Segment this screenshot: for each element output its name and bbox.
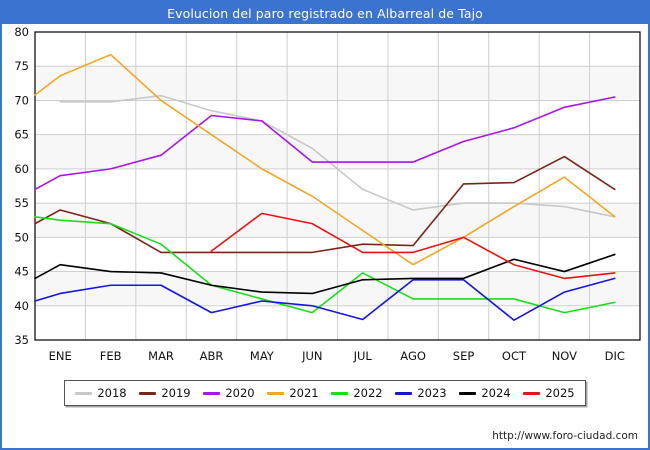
x-axis-tick-label: FEB	[100, 349, 122, 363]
legend-item-2020[interactable]: 2020	[203, 386, 255, 400]
x-axis-tick-label: DIC	[605, 349, 625, 363]
series-line-2024	[34, 253, 616, 295]
y-axis-tick-labels: 35 40 45 50 55 60 65 70 75 80	[14, 25, 29, 347]
legend-swatch-icon	[459, 391, 477, 395]
legend-item-2023[interactable]: 2023	[395, 386, 447, 400]
legend-swatch-icon	[523, 391, 541, 395]
page-title: Evolucion del paro registrado en Albarre…	[167, 5, 483, 21]
line-chart-svg: 35 40 45 50 55 60 65 70 75 80 ENE FEB MAR ABR MAY JUN J…	[14, 25, 641, 363]
y-axis-tick-label: 40	[14, 299, 29, 313]
x-axis-tick-label: MAR	[148, 349, 174, 363]
legend-item-2018[interactable]: 2018	[75, 386, 127, 400]
series-line-2025	[210, 212, 616, 280]
legend-item-2022[interactable]: 2022	[331, 386, 383, 400]
series-line-2021	[34, 53, 616, 266]
legend-swatch-icon	[139, 391, 157, 395]
legend-swatch-icon	[267, 391, 285, 395]
legend-item-2019[interactable]: 2019	[139, 386, 191, 400]
series-line-2020	[34, 96, 616, 191]
x-axis-tick-label: NOV	[552, 349, 577, 363]
y-axis-tick-label: 45	[14, 265, 29, 279]
x-axis-tick-label: AGO	[400, 349, 426, 363]
legend-item-label: 2024	[481, 386, 511, 400]
x-axis-tick-label: ABR	[200, 349, 224, 363]
window-title-bar: Evolucion del paro registrado en Albarre…	[2, 2, 648, 24]
legend-swatch-icon	[395, 391, 413, 395]
x-axis-tick-label: OCT	[502, 349, 527, 363]
chart-plot-area: 35 40 45 50 55 60 65 70 75 80 ENE FEB MAR ABR MAY JUN J…	[2, 24, 648, 448]
legend-item-label: 2022	[353, 386, 383, 400]
legend-item-label: 2021	[289, 386, 319, 400]
chart-series-lines	[34, 53, 616, 321]
legend-item-2021[interactable]: 2021	[267, 386, 319, 400]
legend-item-label: 2023	[417, 386, 447, 400]
series-line-2022	[34, 216, 616, 314]
y-axis-tick-label: 60	[14, 162, 29, 176]
x-axis-tick-labels: ENE FEB MAR ABR MAY JUN JUL AGO SEP OCT NOV DIC	[49, 349, 625, 363]
x-axis-tick-label: SEP	[453, 349, 475, 363]
legend-item-2025[interactable]: 2025	[523, 386, 575, 400]
series-line-2023	[34, 277, 616, 321]
legend-item-label: 2025	[545, 386, 575, 400]
y-axis-tick-label: 70	[14, 93, 29, 107]
x-axis-tick-label: MAY	[250, 349, 275, 363]
legend-swatch-icon	[75, 391, 93, 395]
legend-item-label: 2020	[225, 386, 255, 400]
legend-item-label: 2019	[161, 386, 191, 400]
legend-swatch-icon	[331, 391, 349, 395]
legend-item-2024[interactable]: 2024	[459, 386, 511, 400]
y-axis-tick-label: 50	[14, 230, 29, 244]
plot-frame	[34, 31, 641, 341]
legend-item-label: 2018	[97, 386, 127, 400]
y-axis-tick-label: 80	[14, 25, 29, 39]
x-axis-tick-label: JUN	[301, 349, 322, 363]
x-axis-tick-label: JUL	[353, 349, 373, 363]
y-axis-tick-label: 75	[14, 59, 29, 73]
chart-legend: 2018 2019 2020 2021 2022 2023 2024 2025	[64, 380, 586, 406]
y-axis-tick-label: 35	[14, 333, 29, 347]
legend-swatch-icon	[203, 391, 221, 395]
y-axis-tick-label: 65	[14, 128, 29, 142]
y-axis-tick-label: 55	[14, 196, 29, 210]
x-axis-tick-label: ENE	[49, 349, 72, 363]
source-url: http://www.foro-ciudad.com	[492, 430, 638, 442]
series-line-2018	[59, 94, 616, 218]
